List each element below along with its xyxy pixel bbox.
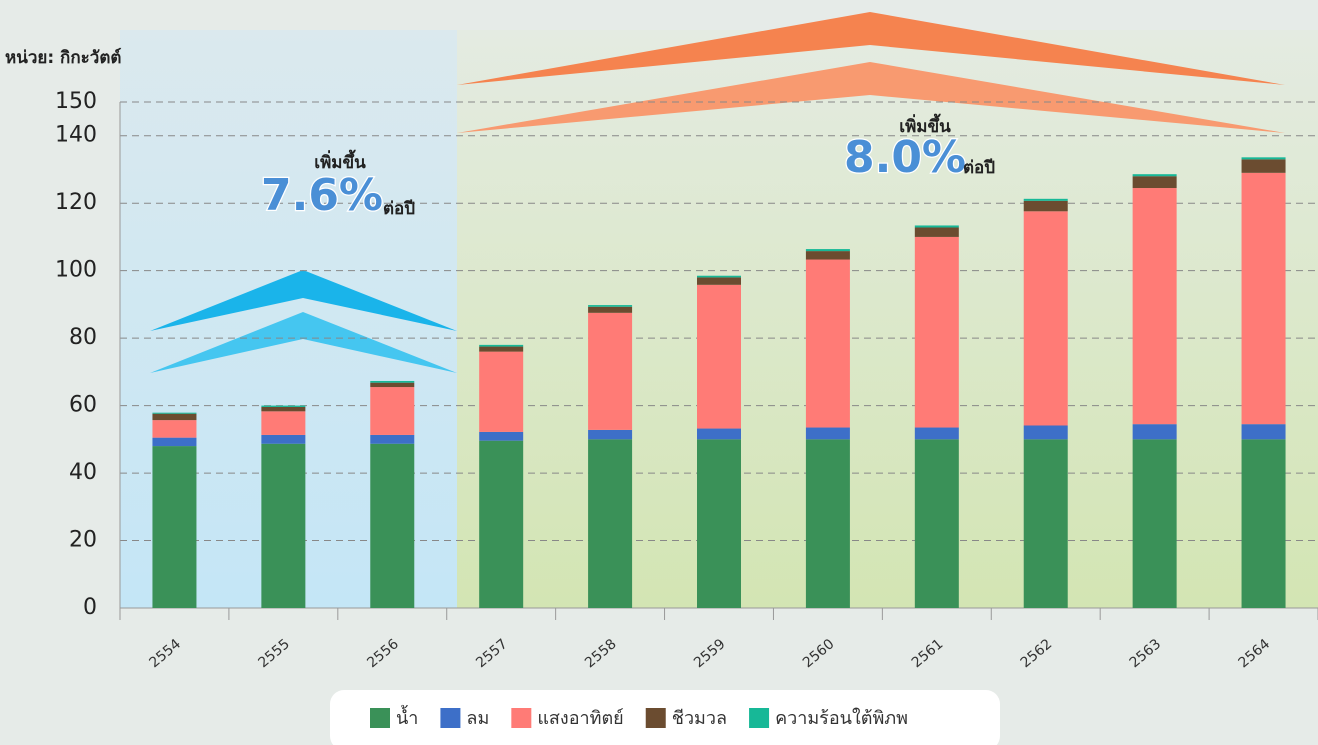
- legend-label: แสงอาทิตย์: [537, 708, 623, 729]
- bar-segment: [370, 382, 415, 388]
- bar-segment: [261, 411, 306, 435]
- bar-segment: [588, 305, 633, 307]
- bar-segment: [1132, 188, 1177, 425]
- bar-segment: [697, 284, 741, 429]
- legend-label: ความร้อนใต้พิภพ: [775, 707, 908, 729]
- bar-segment: [1132, 174, 1177, 177]
- bar-segment: [370, 387, 415, 435]
- bar-segment: [588, 429, 633, 440]
- bar-segment: [479, 346, 524, 352]
- y-tick-label: 60: [69, 393, 97, 418]
- x-tick-label: 2561: [909, 636, 947, 671]
- bar-segment: [479, 440, 524, 608]
- legend-label: ชีวมวล: [672, 708, 727, 729]
- bar-segment: [152, 413, 197, 421]
- x-tick-label: 2557: [473, 636, 511, 671]
- bar-segment: [805, 259, 850, 428]
- bar-segment: [370, 443, 415, 608]
- bar-segment: [1241, 157, 1286, 160]
- x-tick-label: 2558: [582, 636, 620, 671]
- chevron: [150, 312, 457, 373]
- x-tick-label: 2562: [1018, 636, 1056, 671]
- bar-segment: [261, 405, 306, 407]
- bar-segment: [1132, 424, 1177, 440]
- x-tick-label: 2563: [1127, 636, 1165, 671]
- legend-swatch: [645, 708, 666, 728]
- bar-segment: [914, 227, 959, 237]
- x-tick-label: 2564: [1236, 636, 1274, 671]
- bar-segment: [261, 406, 306, 412]
- bar-segment: [588, 439, 633, 608]
- legend-label: น้ำ: [396, 705, 418, 729]
- bar-segment: [588, 312, 633, 430]
- bar-segment: [697, 277, 741, 285]
- x-tick-label: 2559: [691, 636, 729, 671]
- bar-segment: [1241, 159, 1286, 173]
- bar-segment: [588, 306, 633, 313]
- bar-segment: [1023, 439, 1068, 608]
- bar-segment: [479, 431, 524, 441]
- bar-segment: [1023, 211, 1068, 426]
- bar-segment: [805, 439, 850, 608]
- legend-swatch: [749, 708, 770, 728]
- bar-segment: [1132, 439, 1177, 608]
- y-tick-label: 0: [83, 595, 97, 620]
- chevron: [457, 62, 1285, 133]
- bar-segment: [914, 427, 959, 440]
- y-tick-label: 80: [69, 325, 97, 350]
- bar-segment: [697, 275, 741, 278]
- bar-segment: [1023, 200, 1068, 212]
- bar-segment: [1241, 424, 1286, 440]
- bar-segment: [370, 434, 415, 444]
- bar-segment: [261, 434, 306, 444]
- bar-segment: [805, 251, 850, 260]
- bar-segment: [152, 420, 197, 438]
- bar-segment: [697, 428, 741, 440]
- chevron: [150, 270, 457, 331]
- bar-segment: [805, 249, 850, 252]
- bar-segment: [152, 446, 197, 608]
- growth-unit: ต่อปี: [383, 198, 415, 219]
- bar-segment: [1132, 176, 1177, 189]
- bar-segment: [1241, 172, 1286, 425]
- y-tick-label: 120: [55, 190, 97, 215]
- bar-segment: [1023, 198, 1068, 201]
- bar-segment: [370, 380, 415, 383]
- y-tick-label: 40: [69, 460, 97, 485]
- bar-segment: [697, 439, 741, 608]
- bar-segment: [914, 236, 959, 428]
- growth-label: เพิ่มขึ้น: [314, 149, 366, 173]
- bar-segment: [479, 351, 524, 432]
- legend-label: ลม: [466, 708, 489, 729]
- x-tick-label: 2554: [146, 636, 184, 671]
- bar-segment: [914, 439, 959, 608]
- y-tick-label: 150: [55, 89, 97, 114]
- bar-segment: [152, 412, 197, 414]
- growth-label: เพิ่มขึ้น: [899, 113, 951, 137]
- bar-segment: [261, 443, 306, 608]
- bar-segment: [914, 225, 959, 228]
- growth-rate: 7.6%: [261, 170, 383, 221]
- bar-segment: [479, 344, 524, 347]
- y-tick-label: 140: [55, 123, 97, 148]
- y-tick-label: 100: [55, 258, 97, 283]
- bar-segment: [805, 427, 850, 440]
- legend-swatch: [511, 708, 532, 728]
- x-tick-label: 2555: [255, 636, 293, 671]
- x-tick-label: 2556: [364, 636, 402, 671]
- bar-segment: [152, 437, 197, 447]
- growth-unit: ต่อปี: [963, 157, 995, 178]
- bar-segment: [1023, 425, 1068, 440]
- x-tick-label: 2560: [800, 636, 838, 671]
- unit-label: หน่วย: กิกะวัตต์: [5, 47, 121, 68]
- growth-rate: 8.0%: [844, 132, 966, 183]
- legend-swatch: [370, 708, 390, 728]
- legend-swatch: [440, 708, 461, 728]
- y-tick-label: 20: [69, 528, 97, 553]
- chevron: [457, 12, 1285, 85]
- bar-segment: [1241, 439, 1286, 608]
